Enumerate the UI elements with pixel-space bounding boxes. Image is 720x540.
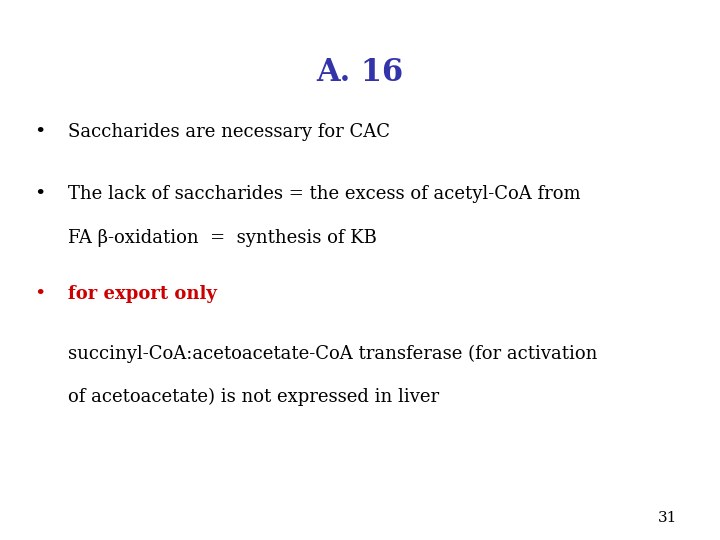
- Text: •: •: [34, 185, 45, 204]
- Text: •: •: [34, 285, 45, 303]
- Text: Saccharides are necessary for CAC: Saccharides are necessary for CAC: [68, 123, 390, 141]
- Text: 31: 31: [657, 511, 677, 525]
- Text: A. 16: A. 16: [316, 57, 404, 87]
- Text: The lack of saccharides = the excess of acetyl-CoA from: The lack of saccharides = the excess of …: [68, 185, 581, 204]
- Text: of acetoacetate) is not expressed in liver: of acetoacetate) is not expressed in liv…: [68, 388, 439, 406]
- Text: for export only: for export only: [68, 285, 217, 303]
- Text: FA β-oxidation  =  synthesis of KB: FA β-oxidation = synthesis of KB: [68, 228, 377, 247]
- Text: succinyl-CoA:acetoacetate-CoA transferase (for activation: succinyl-CoA:acetoacetate-CoA transferas…: [68, 345, 598, 363]
- Text: •: •: [34, 123, 45, 141]
